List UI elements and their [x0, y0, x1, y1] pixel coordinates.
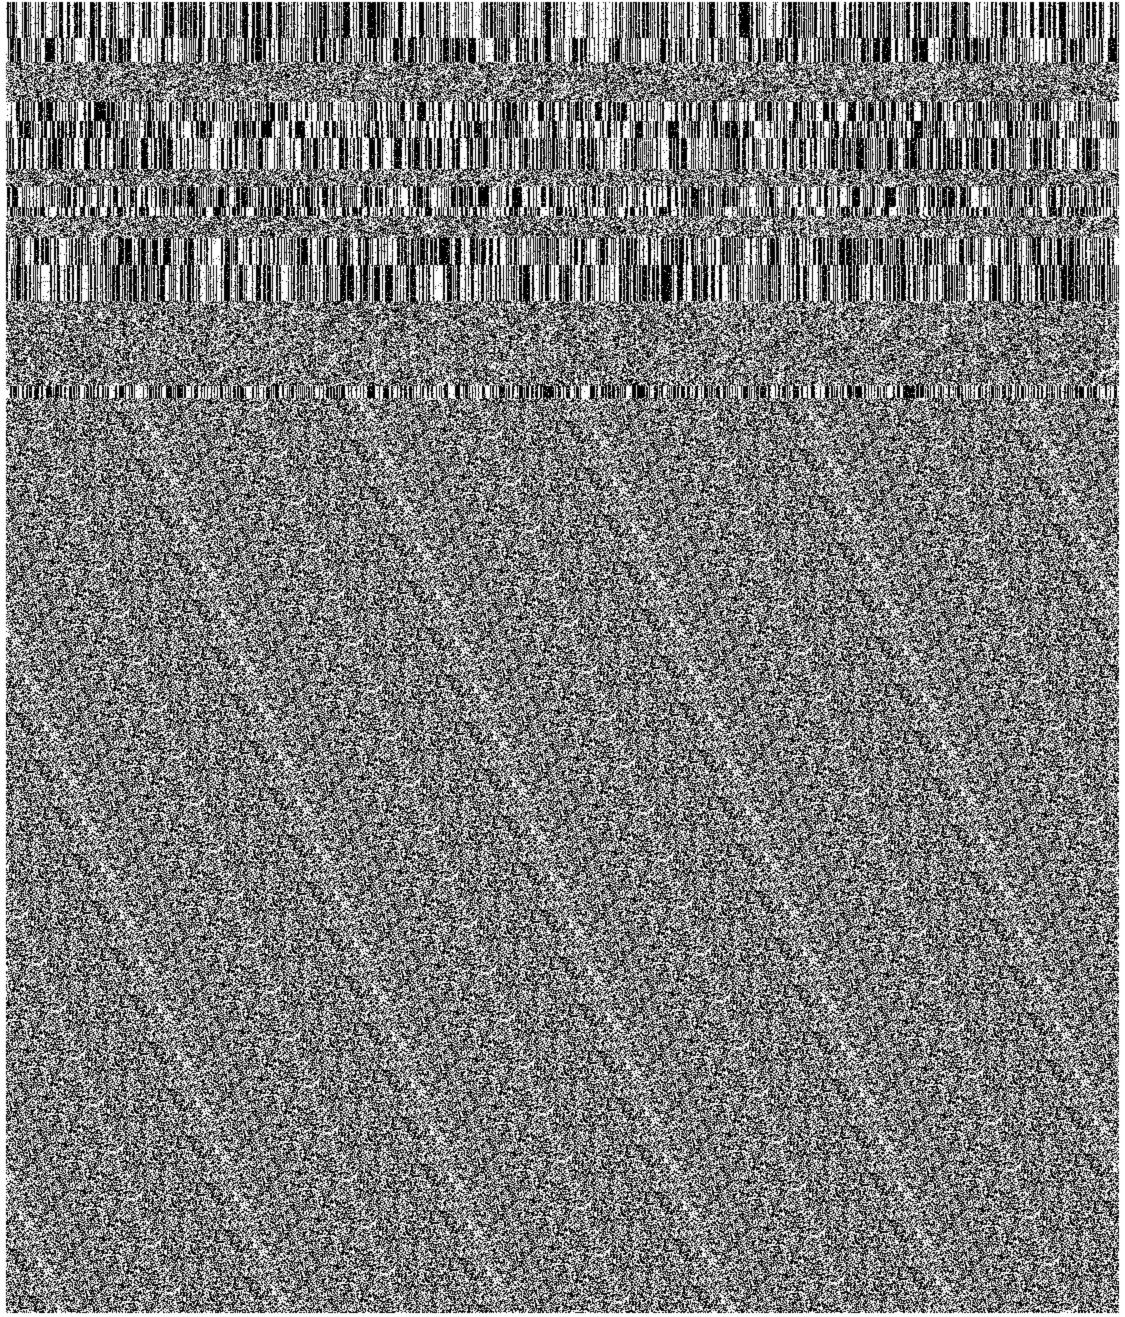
corrupted-image-canvas [0, 0, 1125, 1317]
